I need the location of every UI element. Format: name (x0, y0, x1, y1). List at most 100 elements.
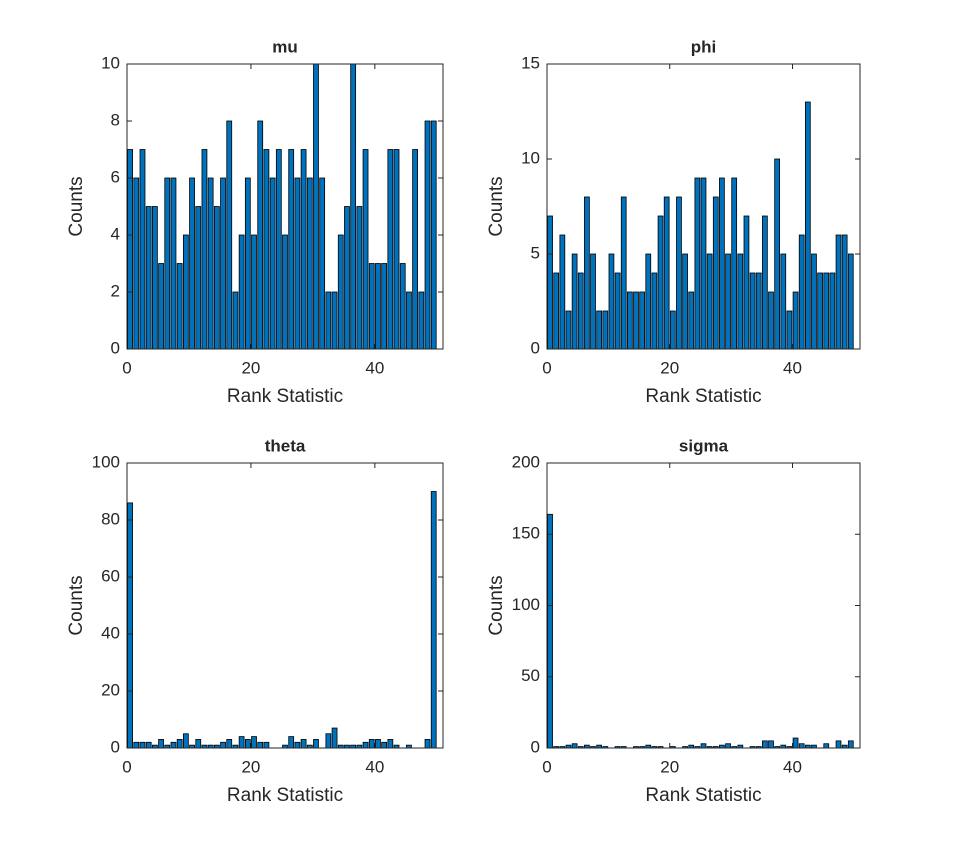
bar (300, 739, 307, 749)
bar (547, 215, 553, 350)
y-tick-label: 200 (512, 452, 540, 471)
bar (170, 741, 177, 749)
bar (387, 739, 394, 749)
bar (375, 263, 381, 350)
bar (571, 743, 578, 749)
bar (798, 743, 805, 749)
bar (263, 149, 270, 350)
bar (306, 177, 313, 350)
bar (288, 149, 295, 350)
bar (694, 177, 701, 350)
bar (559, 234, 566, 350)
bar (393, 149, 400, 350)
bar (207, 177, 214, 350)
y-tick-label: 100 (92, 452, 120, 471)
bar (792, 291, 799, 350)
y-tick-label: 0 (111, 737, 120, 756)
bar (847, 740, 854, 749)
bar (176, 263, 183, 350)
bar (774, 158, 781, 350)
bar (798, 234, 805, 350)
axes-box (126, 63, 444, 350)
x-axis-label: Rank Statistic (645, 386, 761, 407)
bar (762, 740, 768, 749)
x-axis-label: Rank Statistic (227, 785, 343, 806)
bar (319, 177, 326, 350)
x-tick-label: 40 (783, 757, 802, 776)
axes-box (546, 63, 861, 350)
bar (182, 733, 189, 749)
bar (164, 177, 171, 350)
bar (251, 234, 257, 350)
bar (700, 177, 707, 350)
bar (220, 177, 226, 350)
bar (133, 177, 140, 350)
bar (608, 253, 615, 350)
bar (145, 741, 152, 749)
y-tick-label: 0 (531, 737, 540, 756)
bar (835, 740, 842, 749)
bar (238, 234, 245, 350)
bar (700, 743, 707, 749)
bar (762, 215, 768, 350)
bar (823, 272, 830, 350)
bar (657, 215, 664, 350)
bar (158, 739, 164, 749)
bar (547, 513, 553, 749)
y-tick-label: 10 (101, 53, 120, 72)
bar (651, 272, 658, 350)
bar (176, 739, 183, 749)
bar (596, 310, 603, 350)
y-tick-label: 150 (512, 524, 540, 543)
y-tick-label: 10 (521, 148, 540, 167)
bar (282, 234, 288, 350)
bar (792, 737, 799, 749)
bar (152, 206, 158, 350)
bar (749, 272, 756, 350)
bar (719, 177, 725, 350)
bar (841, 234, 848, 350)
bar (620, 196, 627, 350)
x-tick-label: 0 (122, 757, 131, 776)
subplot-title: mu (272, 37, 298, 56)
bar (424, 120, 431, 350)
bar (731, 177, 738, 350)
bar (823, 743, 830, 749)
bar (577, 272, 584, 350)
bar (127, 502, 133, 749)
bar (418, 291, 425, 350)
bar (780, 253, 787, 350)
bar (139, 741, 146, 749)
x-tick-label: 20 (241, 757, 260, 776)
bar (633, 291, 639, 350)
bar (257, 120, 264, 350)
bar (626, 291, 633, 350)
bar (553, 272, 560, 350)
bar (768, 291, 774, 350)
y-tick-label: 4 (111, 224, 120, 243)
bar (139, 149, 146, 350)
bar (232, 291, 239, 350)
bar (737, 253, 744, 350)
y-tick-label: 5 (531, 243, 540, 262)
y-tick-label: 80 (101, 509, 120, 528)
y-axis-label: Counts (66, 575, 87, 635)
bar (275, 149, 282, 350)
y-tick-label: 40 (101, 623, 120, 642)
x-axis-label: Rank Statistic (645, 785, 761, 806)
bar (344, 206, 350, 350)
x-tick-label: 40 (365, 757, 384, 776)
bar (244, 177, 251, 350)
bar (847, 253, 854, 350)
bar (251, 736, 257, 749)
x-tick-label: 20 (660, 757, 679, 776)
bar (602, 310, 609, 350)
bar (133, 741, 140, 749)
bar (424, 739, 431, 749)
bar (381, 263, 388, 350)
subplot-title: sigma (679, 436, 729, 455)
bar (755, 272, 762, 350)
bar (399, 263, 406, 350)
bar (195, 206, 202, 350)
